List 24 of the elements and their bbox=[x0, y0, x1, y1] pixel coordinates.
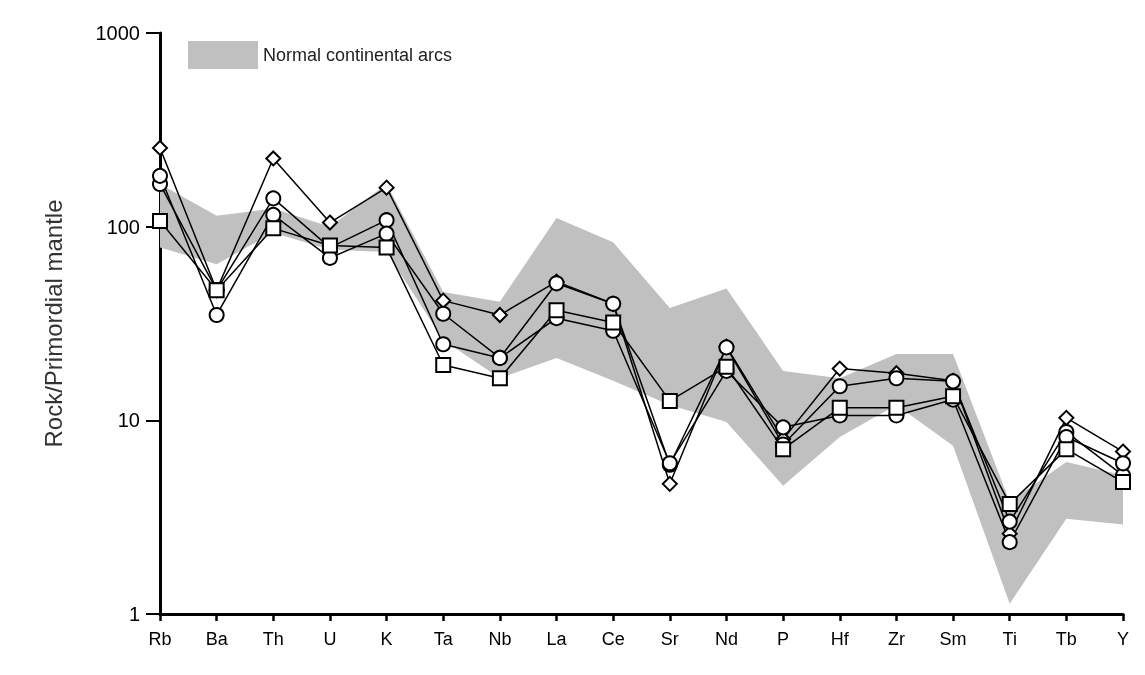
x-tick-label: Th bbox=[262, 629, 284, 649]
x-tick-label: K bbox=[380, 629, 393, 649]
x-tick-label: U bbox=[323, 629, 337, 649]
y-tick-label: 10 bbox=[117, 409, 140, 432]
x-tick-label: Ti bbox=[1002, 629, 1017, 649]
x-tick-label: Tb bbox=[1055, 629, 1077, 649]
legend-label: Normal continental arcs bbox=[263, 45, 453, 65]
y-tick-label: 100 bbox=[106, 215, 140, 238]
x-tick-label: Sr bbox=[660, 629, 679, 649]
x-tick-label: La bbox=[546, 629, 568, 649]
x-tick-label: Ta bbox=[433, 629, 454, 649]
x-tick-label: Hf bbox=[830, 629, 850, 649]
x-tick-label: Sm bbox=[939, 629, 967, 649]
x-tick-label: Ce bbox=[601, 629, 625, 649]
y-tick-label: 1 bbox=[128, 603, 140, 625]
y-tick-label: 1000 bbox=[95, 22, 140, 44]
y-axis-title: Rock/Primordial mantle bbox=[39, 199, 67, 448]
x-tick-label: Rb bbox=[148, 629, 172, 649]
x-tick-label: P bbox=[777, 629, 790, 649]
x-tick-label: Zr bbox=[887, 629, 905, 649]
x-tick-label: Y bbox=[1116, 629, 1130, 649]
x-tick-label: Nb bbox=[488, 629, 512, 649]
x-tick-label: Nd bbox=[714, 629, 738, 649]
x-tick-label: Ba bbox=[205, 629, 229, 649]
